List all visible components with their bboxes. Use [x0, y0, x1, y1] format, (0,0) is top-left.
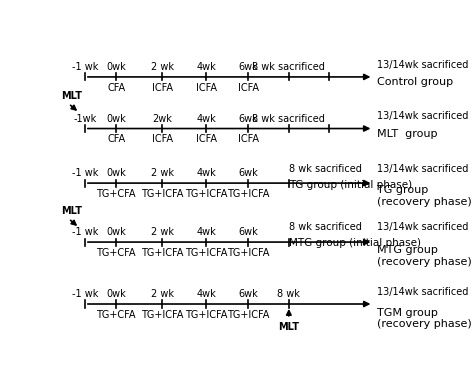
Text: 4wk: 4wk — [196, 289, 216, 299]
Text: TG+ICFA: TG+ICFA — [185, 310, 228, 320]
Text: TG+CFA: TG+CFA — [96, 248, 136, 258]
Text: 6wk: 6wk — [238, 227, 258, 237]
Text: 0wk: 0wk — [106, 168, 126, 178]
Text: 6wk: 6wk — [238, 62, 258, 72]
Text: 13/14wk sacrificed: 13/14wk sacrificed — [377, 223, 468, 232]
Text: -1 wk: -1 wk — [72, 168, 98, 178]
Text: TG+ICFA: TG+ICFA — [141, 310, 183, 320]
Text: -1 wk: -1 wk — [72, 227, 98, 237]
Text: TG group (initial phase): TG group (initial phase) — [289, 180, 412, 190]
Text: 6wk: 6wk — [238, 113, 258, 124]
Text: TG+CFA: TG+CFA — [96, 189, 136, 199]
Text: 6wk: 6wk — [238, 289, 258, 299]
Text: ICFA: ICFA — [152, 134, 173, 144]
Text: 8 wk sacrificed: 8 wk sacrificed — [253, 113, 325, 124]
Text: MTG group (initial phase): MTG group (initial phase) — [289, 238, 421, 248]
Text: 13/14wk sacrificed: 13/14wk sacrificed — [377, 111, 468, 121]
Text: 2 wk: 2 wk — [151, 168, 173, 178]
Text: MLT: MLT — [61, 206, 82, 216]
Text: 0wk: 0wk — [106, 62, 126, 72]
Text: TG+ICFA: TG+ICFA — [185, 189, 228, 199]
Text: Control group: Control group — [377, 77, 453, 87]
Text: 2 wk: 2 wk — [151, 289, 173, 299]
Text: TG+CFA: TG+CFA — [96, 310, 136, 320]
Text: ICFA: ICFA — [196, 134, 217, 144]
Text: 8 wk sacrificed: 8 wk sacrificed — [289, 223, 362, 232]
Text: 2 wk: 2 wk — [151, 227, 173, 237]
Text: 2wk: 2wk — [152, 113, 172, 124]
Text: 4wk: 4wk — [196, 113, 216, 124]
Text: 0wk: 0wk — [106, 289, 126, 299]
Text: 8 wk sacrificed: 8 wk sacrificed — [253, 62, 325, 72]
Text: 4wk: 4wk — [196, 168, 216, 178]
Text: 4wk: 4wk — [196, 227, 216, 237]
Text: 13/14wk sacrificed: 13/14wk sacrificed — [377, 287, 468, 297]
Text: TG group
(recovery phase): TG group (recovery phase) — [377, 185, 472, 207]
Text: MTG group
(recovery phase): MTG group (recovery phase) — [377, 245, 472, 267]
Text: 6wk: 6wk — [238, 168, 258, 178]
Text: TGM group
(recovery phase): TGM group (recovery phase) — [377, 308, 472, 329]
Text: TG+ICFA: TG+ICFA — [141, 248, 183, 258]
Text: 0wk: 0wk — [106, 227, 126, 237]
Text: 4wk: 4wk — [196, 62, 216, 72]
Text: ICFA: ICFA — [238, 83, 259, 93]
Text: -1 wk: -1 wk — [72, 289, 98, 299]
Text: TG+ICFA: TG+ICFA — [185, 248, 228, 258]
Text: TG+ICFA: TG+ICFA — [141, 189, 183, 199]
Text: ICFA: ICFA — [152, 83, 173, 93]
Text: TG+ICFA: TG+ICFA — [227, 248, 270, 258]
Text: CFA: CFA — [107, 83, 125, 93]
Text: CFA: CFA — [107, 134, 125, 144]
Text: ICFA: ICFA — [196, 83, 217, 93]
Text: MLT: MLT — [278, 322, 300, 332]
Text: TG+ICFA: TG+ICFA — [227, 189, 270, 199]
Text: -1wk: -1wk — [73, 113, 97, 124]
Text: 13/14wk sacrificed: 13/14wk sacrificed — [377, 60, 468, 70]
Text: 0wk: 0wk — [106, 113, 126, 124]
Text: ICFA: ICFA — [238, 134, 259, 144]
Text: 2 wk: 2 wk — [151, 62, 173, 72]
Text: 13/14wk sacrificed: 13/14wk sacrificed — [377, 164, 468, 173]
Text: 8 wk: 8 wk — [277, 289, 301, 299]
Text: TG+ICFA: TG+ICFA — [227, 310, 270, 320]
Text: -1 wk: -1 wk — [72, 62, 98, 72]
Text: 8 wk sacrificed: 8 wk sacrificed — [289, 164, 362, 173]
Text: MLT: MLT — [61, 90, 82, 100]
Text: MLT  group: MLT group — [377, 129, 438, 139]
